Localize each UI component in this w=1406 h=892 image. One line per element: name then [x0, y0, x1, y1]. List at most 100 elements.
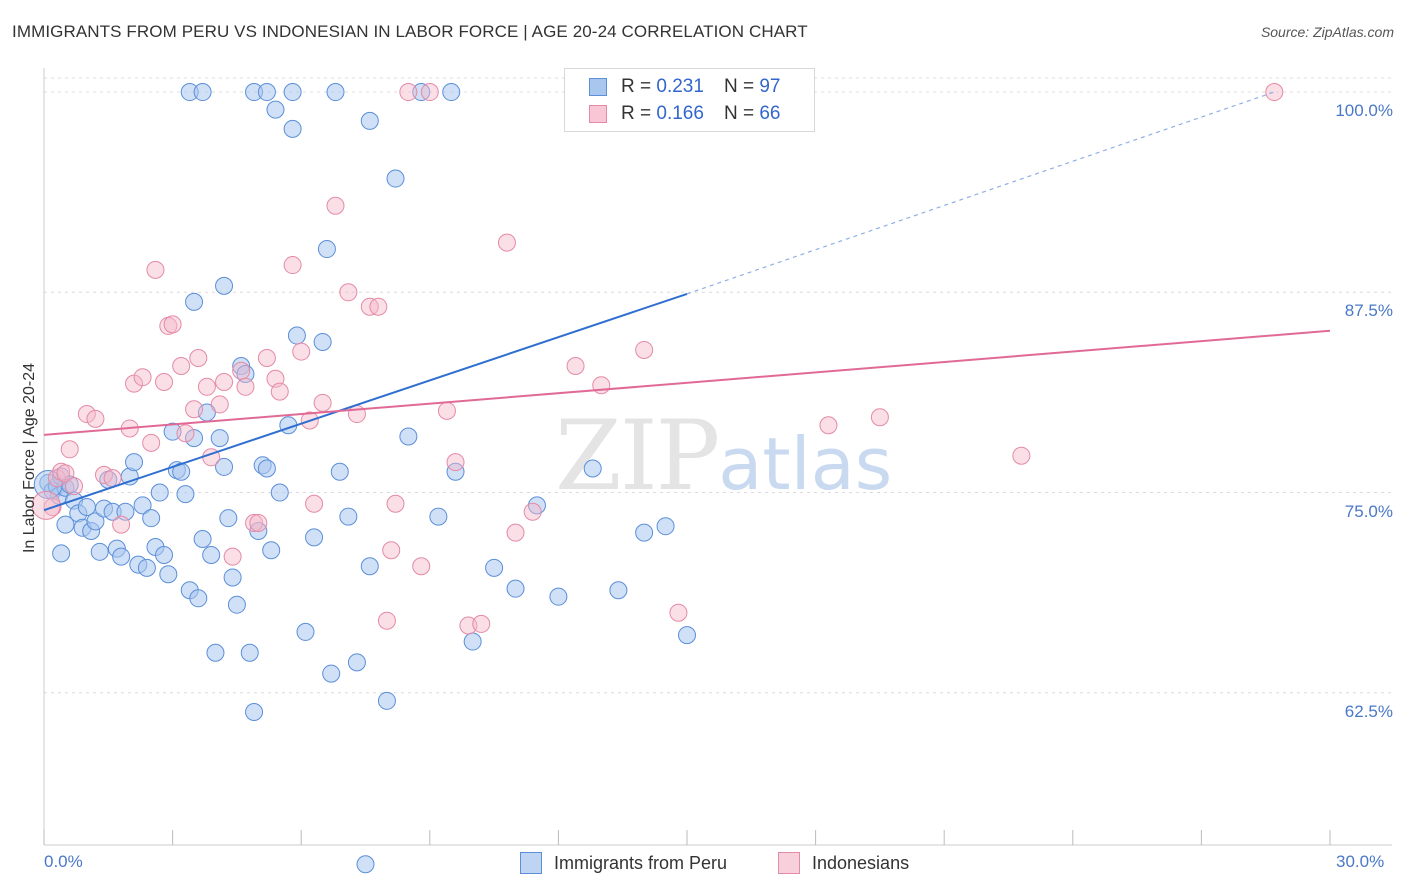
watermark-atlas: atlas [718, 422, 893, 506]
point-immigrants-from-peru [90, 542, 109, 561]
point-immigrants-from-peru [240, 643, 259, 662]
point-immigrants-from-peru [270, 483, 289, 502]
point-immigrants-from-peru [52, 544, 71, 563]
point-immigrants-from-peru [56, 515, 75, 534]
axes [43, 68, 1392, 846]
point-immigrants-from-peru [176, 485, 195, 504]
point-indonesians [635, 340, 654, 359]
point-immigrants-from-peru [189, 589, 208, 608]
legend-r-value: 0.166 [656, 103, 704, 124]
watermark: ZIPatlas [555, 400, 892, 512]
bottom-legend-label-peru: Immigrants from Peru [554, 852, 728, 873]
point-immigrants-from-peru [326, 83, 345, 102]
legend-row-peru: R = 0.231 N = 97 [589, 76, 780, 98]
point-indonesians [142, 433, 161, 452]
legend-n-value: 97 [759, 76, 781, 97]
bottom-legend-swatch-pink [778, 852, 800, 874]
point-indonesians [223, 547, 242, 566]
bottom-legend-label-indonesians: Indonesians [812, 852, 910, 873]
point-immigrants-from-peru [150, 483, 169, 502]
point-indonesians [870, 408, 889, 427]
legend-r-label: R = [621, 76, 652, 97]
point-immigrants-from-peru [356, 855, 375, 874]
point-immigrants-from-peru [125, 453, 144, 472]
point-immigrants-from-peru [506, 579, 525, 598]
point-immigrants-from-peru [377, 691, 396, 710]
point-immigrants-from-peru [163, 422, 182, 441]
point-indonesians [133, 368, 152, 387]
point-indonesians [56, 464, 75, 483]
point-indonesians [197, 377, 216, 396]
point-indonesians [386, 494, 405, 513]
legend-row-indonesians: R = 0.166 N = 66 [589, 103, 780, 125]
point-immigrants-from-peru [339, 507, 358, 526]
point-indonesians [412, 557, 431, 576]
point-indonesians [566, 356, 585, 375]
point-indonesians [437, 401, 456, 420]
point-indonesians [283, 256, 302, 275]
legend-r-label: R = [621, 103, 652, 124]
source-label: Source: ZipAtlas.com [1260, 24, 1394, 40]
point-indonesians [77, 405, 96, 424]
point-immigrants-from-peru [283, 83, 302, 102]
point-immigrants-from-peru [185, 429, 204, 448]
point-indonesians [257, 348, 276, 367]
point-immigrants-from-peru [215, 276, 234, 295]
point-immigrants-from-peru [210, 429, 229, 448]
y-tick-label-100: 100.0% [1335, 101, 1393, 121]
point-indonesians [339, 283, 358, 302]
y-tick-label-87-5: 87.5% [1344, 301, 1393, 321]
point-indonesians [420, 83, 439, 102]
point-indonesians [210, 395, 229, 414]
point-indonesians [245, 513, 264, 532]
point-indonesians [399, 83, 418, 102]
point-indonesians [459, 616, 478, 635]
point-indonesians [185, 400, 204, 419]
y-tick-label-62-5: 62.5% [1344, 701, 1393, 721]
point-immigrants-from-peru [305, 528, 324, 547]
trend-line-indonesians [43, 329, 1331, 436]
point-immigrants-from-peru [137, 558, 156, 577]
point-indonesians [305, 494, 324, 513]
point-immigrants-from-peru [206, 643, 225, 662]
point-indonesians [669, 603, 688, 622]
point-immigrants-from-peru [257, 83, 276, 102]
point-indonesians [1265, 83, 1284, 102]
legend-n-label: N = [723, 103, 755, 124]
point-immigrants-from-peru [322, 664, 341, 683]
point-immigrants-from-peru [223, 568, 242, 587]
point-indonesians [146, 260, 165, 279]
legend-r-value: 0.231 [656, 76, 704, 97]
point-immigrants-from-peru [112, 547, 131, 566]
point-immigrants-from-peru [656, 517, 675, 536]
point-indonesians [326, 196, 345, 215]
watermark-zip: ZIP [555, 400, 720, 512]
point-indonesians [270, 382, 289, 401]
x-tick-label-min: 0.0% [44, 852, 83, 871]
point-immigrants-from-peru [193, 83, 212, 102]
legend-swatch-pink [589, 105, 607, 123]
trend-lines [43, 91, 1331, 512]
point-immigrants-from-peru [429, 507, 448, 526]
point-immigrants-from-peru [262, 541, 281, 560]
point-immigrants-from-peru [442, 83, 461, 102]
point-immigrants-from-peru [215, 457, 234, 476]
legend-n-label: N = [723, 76, 755, 97]
point-indonesians [112, 515, 131, 534]
point-immigrants-from-peru [386, 169, 405, 188]
legend-n-value: 66 [759, 103, 781, 124]
point-immigrants-from-peru [463, 632, 482, 651]
point-immigrants-from-peru [678, 626, 696, 645]
point-indonesians [497, 233, 516, 252]
point-indonesians [382, 541, 401, 560]
point-indonesians [249, 513, 268, 532]
point-immigrants-from-peru [155, 546, 174, 565]
point-indonesians [215, 373, 234, 392]
stats-legend: R = 0.231 N = 97 R = 0.166 N = 66 [564, 68, 815, 132]
point-immigrants-from-peru [399, 427, 418, 446]
point-indonesians [1012, 446, 1031, 465]
point-immigrants-from-peru [360, 111, 379, 130]
point-immigrants-from-peru [287, 326, 306, 345]
point-indonesians [163, 315, 182, 334]
point-indonesians [446, 453, 465, 472]
